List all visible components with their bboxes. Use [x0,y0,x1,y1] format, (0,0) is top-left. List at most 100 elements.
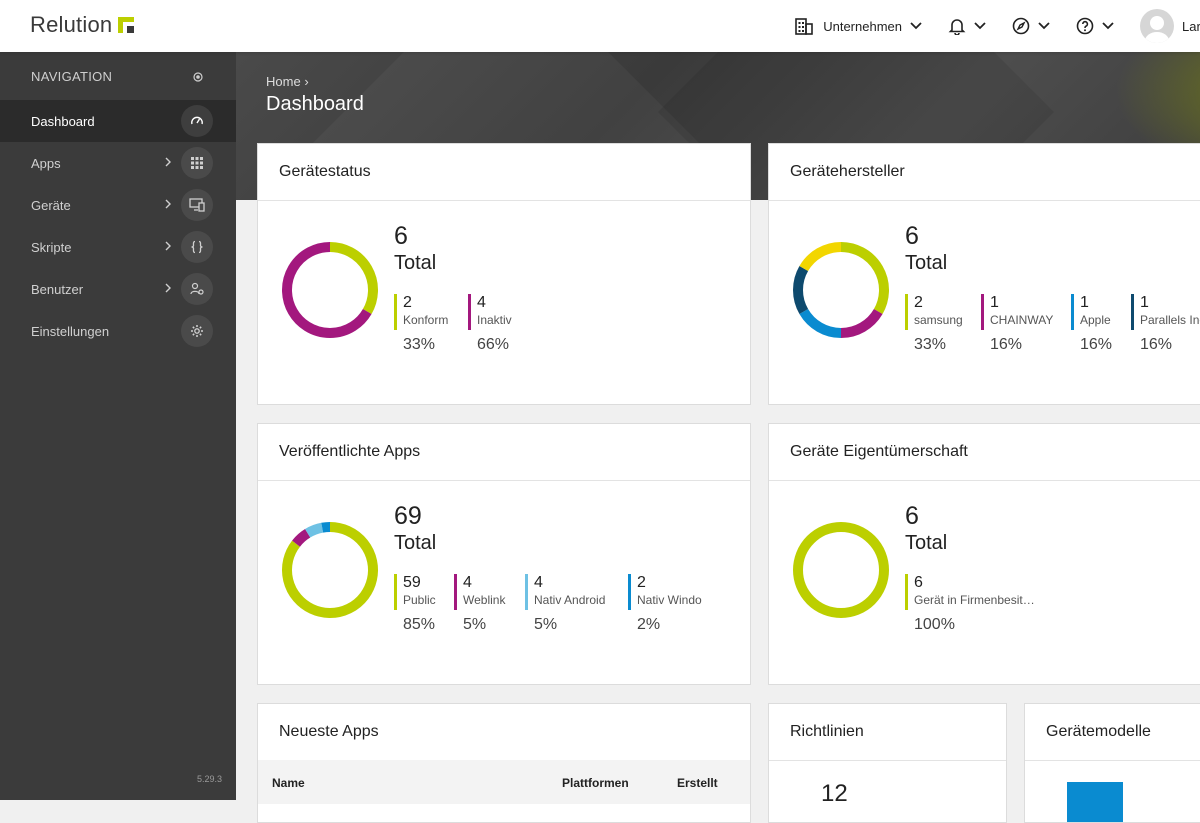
legend-item-public[interactable]: 59 Public 85% [394,574,436,633]
sidebar-item-dashboard[interactable]: Dashboard [0,100,236,142]
donut-segment[interactable] [840,242,889,314]
column-header-name[interactable]: Name [272,776,305,790]
breadcrumb: Home › [266,74,309,89]
legend-percent: 33% [914,336,947,353]
legend-name: Public [403,593,436,607]
donut-segment[interactable] [321,522,331,533]
chevron-right-icon [165,157,171,167]
grid-icon [181,147,213,179]
total-label: Total [394,532,437,554]
navigation-header: NAVIGATION [0,52,236,100]
legend-count: 2 [914,294,923,311]
legend-percent: 5% [534,616,558,633]
legend-name: Konform [403,313,449,327]
device-ownership-donut[interactable] [791,520,891,620]
card-title: Geräte Eigentümerschaft [769,424,1200,481]
total-count: 6 [905,502,919,530]
device-status-donut[interactable] [280,240,380,340]
legend-item-native-windows[interactable]: 2 Nativ Windo 2% [628,574,702,633]
sidebar-item-label: Dashboard [31,113,95,129]
devices-icon [181,189,213,221]
legend-percent: 2% [637,616,661,633]
sidebar-item-devices[interactable]: Geräte [0,184,236,226]
sidebar-item-label: Benutzer [31,281,84,297]
legend-item-inactive[interactable]: 4 Inaktiv 66% [468,294,512,353]
published-apps-donut[interactable] [280,520,380,620]
device-manufacturer-donut[interactable] [791,240,891,340]
organization-selector[interactable]: Unternehmen [795,17,922,35]
total-count: 6 [905,222,919,250]
device-model-bar[interactable] [1067,782,1123,822]
navigation-title: NAVIGATION [31,68,113,84]
braces-icon [181,231,213,263]
donut-segment[interactable] [305,522,324,538]
card-title: Gerätehersteller [769,144,1200,201]
help-button[interactable] [1076,17,1114,35]
total-count: 6 [394,222,408,250]
user-menu[interactable]: Lars [1140,9,1200,43]
donut-segment[interactable] [799,308,842,338]
breadcrumb-home[interactable]: Home [266,74,301,89]
chevron-right-icon [165,241,171,251]
sidebar: NAVIGATION Dashboard Apps Geräte [0,52,236,800]
legend-percent: 85% [403,616,436,633]
legend-item-apple[interactable]: 1 Apple 16% [1071,294,1112,353]
donut-segment[interactable] [799,242,842,272]
chevron-down-icon [1038,22,1050,30]
legend-percent: 66% [477,336,510,353]
sidebar-item-apps[interactable]: Apps [0,142,236,184]
newest-apps-card: Neueste Apps Name Plattformen Erstellt [257,703,751,823]
legend-count: 2 [637,574,646,591]
legend-item-native-android[interactable]: 4 Nativ Android 5% [525,574,606,633]
relution-logo[interactable]: Relution [30,12,135,38]
card-title: Gerätestatus [258,144,750,201]
column-header-platforms[interactable]: Plattformen [562,776,629,790]
legend-item-weblink[interactable]: 4 Weblink 5% [454,574,505,633]
pin-icon[interactable] [193,72,203,82]
gear-icon [181,315,213,347]
device-status-card: Gerätestatus 6 Total 2 Konform 33% 4 Ina… [257,143,751,405]
legend-item-chainway[interactable]: 1 CHAINWAY 16% [981,294,1054,353]
legend-name: CHAINWAY [990,313,1054,327]
device-manufacturer-card: Gerätehersteller 6 Total 2 samsung 33% 1… [768,143,1200,405]
legend-percent: 100% [914,616,955,633]
legend-item-compliant[interactable]: 2 Konform 33% [394,294,449,353]
donut-segment[interactable] [840,308,883,338]
legend-name: Apple [1080,313,1111,327]
chevron-down-icon [974,22,986,30]
user-name: Lars [1182,18,1200,34]
legend-percent: 16% [990,336,1023,353]
gauge-icon [181,105,213,137]
top-bar: Relution Unternehmen [0,0,1200,52]
legend-item-samsung[interactable]: 2 samsung 33% [905,294,963,353]
sidebar-item-settings[interactable]: Einstellungen [0,310,236,352]
donut-segment[interactable] [329,242,378,314]
total-label: Total [905,532,948,554]
legend-count: 6 [914,574,923,591]
version-label: 5.29.3 [197,774,223,784]
legend-item-parallels[interactable]: 1 Parallels Inc. 16% [1131,294,1200,353]
table-header: Name Plattformen Erstellt [258,760,750,804]
donut-segment[interactable] [282,522,378,618]
card-title: Gerätemodelle [1025,704,1200,761]
sidebar-item-users[interactable]: Benutzer [0,268,236,310]
sidebar-item-scripts[interactable]: Skripte [0,226,236,268]
legend-name: Nativ Android [534,593,606,607]
legend-percent: 16% [1080,336,1113,353]
user-settings-icon [181,273,213,305]
legend-percent: 5% [463,616,487,633]
help-icon [1076,17,1094,35]
legend-name: Parallels Inc. [1140,313,1200,327]
explore-button[interactable] [1012,17,1050,35]
column-header-created[interactable]: Erstellt [677,776,718,790]
legend-count: 59 [403,574,421,591]
donut-segment[interactable] [282,242,372,338]
total-label: Total [905,252,948,274]
notifications-button[interactable] [948,17,986,35]
donut-segment[interactable] [292,528,311,547]
legend-percent: 33% [403,336,436,353]
donut-segment[interactable] [793,266,809,314]
policies-card: Richtlinien 12 [768,703,1007,823]
legend-item-company-owned[interactable]: 6 Gerät in Firmenbesit… 100% [905,574,1035,633]
donut-segment[interactable] [793,522,889,618]
